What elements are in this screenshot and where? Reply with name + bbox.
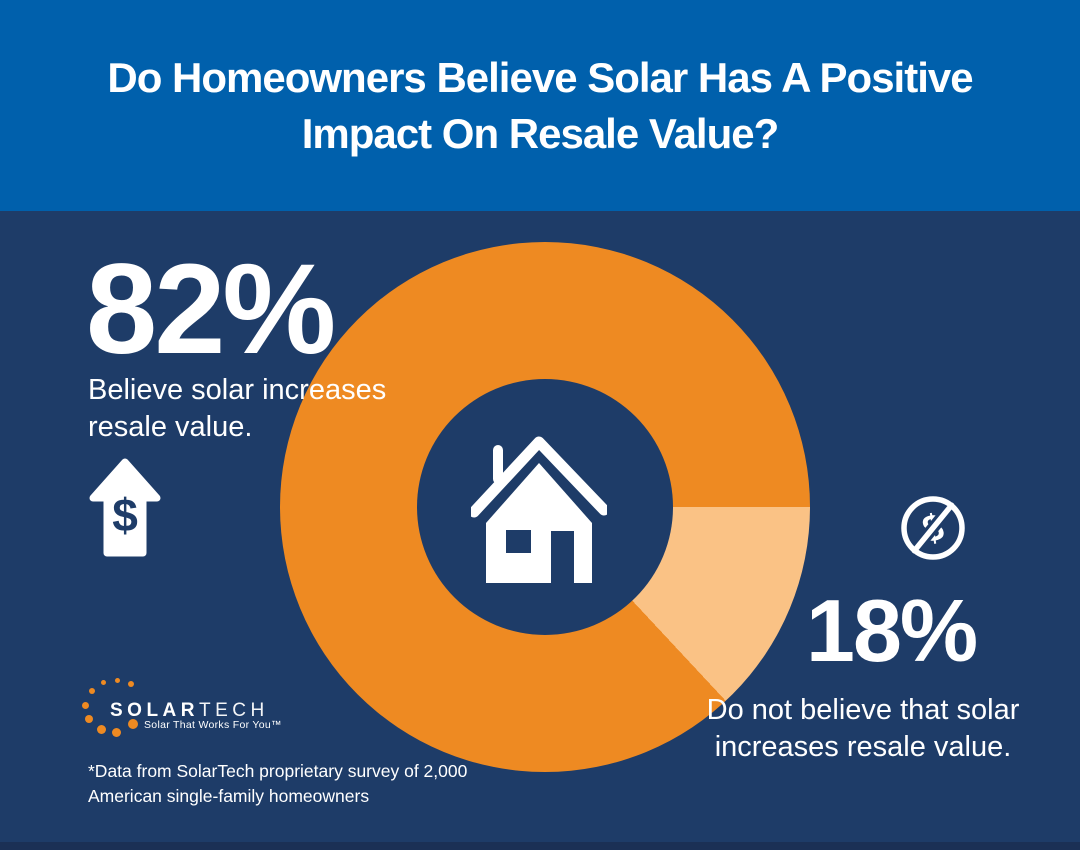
sun-dot bbox=[96, 724, 106, 734]
brand-tagline: Solar That Works For You™ bbox=[144, 719, 282, 731]
solartech-logo: SOLARTECH Solar That Works For You™ bbox=[80, 676, 310, 740]
svg-text:$: $ bbox=[112, 489, 138, 541]
sun-dot bbox=[100, 679, 106, 685]
money-up-arrow-icon: $ bbox=[89, 458, 161, 557]
sun-dot bbox=[114, 677, 120, 683]
header-band: Do Homeowners Believe Solar Has A Positi… bbox=[0, 0, 1080, 211]
page-title: Do Homeowners Believe Solar Has A Positi… bbox=[107, 53, 973, 157]
brand-name: SOLARTECH bbox=[110, 700, 269, 722]
sun-dot bbox=[128, 719, 138, 729]
sun-dot bbox=[111, 727, 121, 737]
donut-chart bbox=[280, 242, 810, 772]
left-stat-value: 82% bbox=[86, 238, 336, 381]
right-stat-value: 18% bbox=[806, 581, 978, 680]
right-stat-caption: Do not believe that solar increases resa… bbox=[706, 694, 1020, 764]
sun-dot bbox=[85, 715, 93, 723]
no-money-icon: $ bbox=[901, 496, 965, 560]
sun-dot bbox=[89, 688, 95, 694]
house-icon bbox=[471, 436, 607, 583]
sun-dot bbox=[81, 701, 89, 709]
sun-dot bbox=[128, 681, 134, 687]
footer-strip bbox=[0, 842, 1080, 850]
footnote: *Data from SolarTech proprietary survey … bbox=[88, 761, 468, 807]
donut-center bbox=[417, 379, 673, 635]
left-stat-caption: Believe solar increases resale value. bbox=[88, 374, 387, 444]
brand-name-solar: SOLAR bbox=[110, 700, 199, 721]
brand-name-tech: TECH bbox=[199, 700, 269, 721]
